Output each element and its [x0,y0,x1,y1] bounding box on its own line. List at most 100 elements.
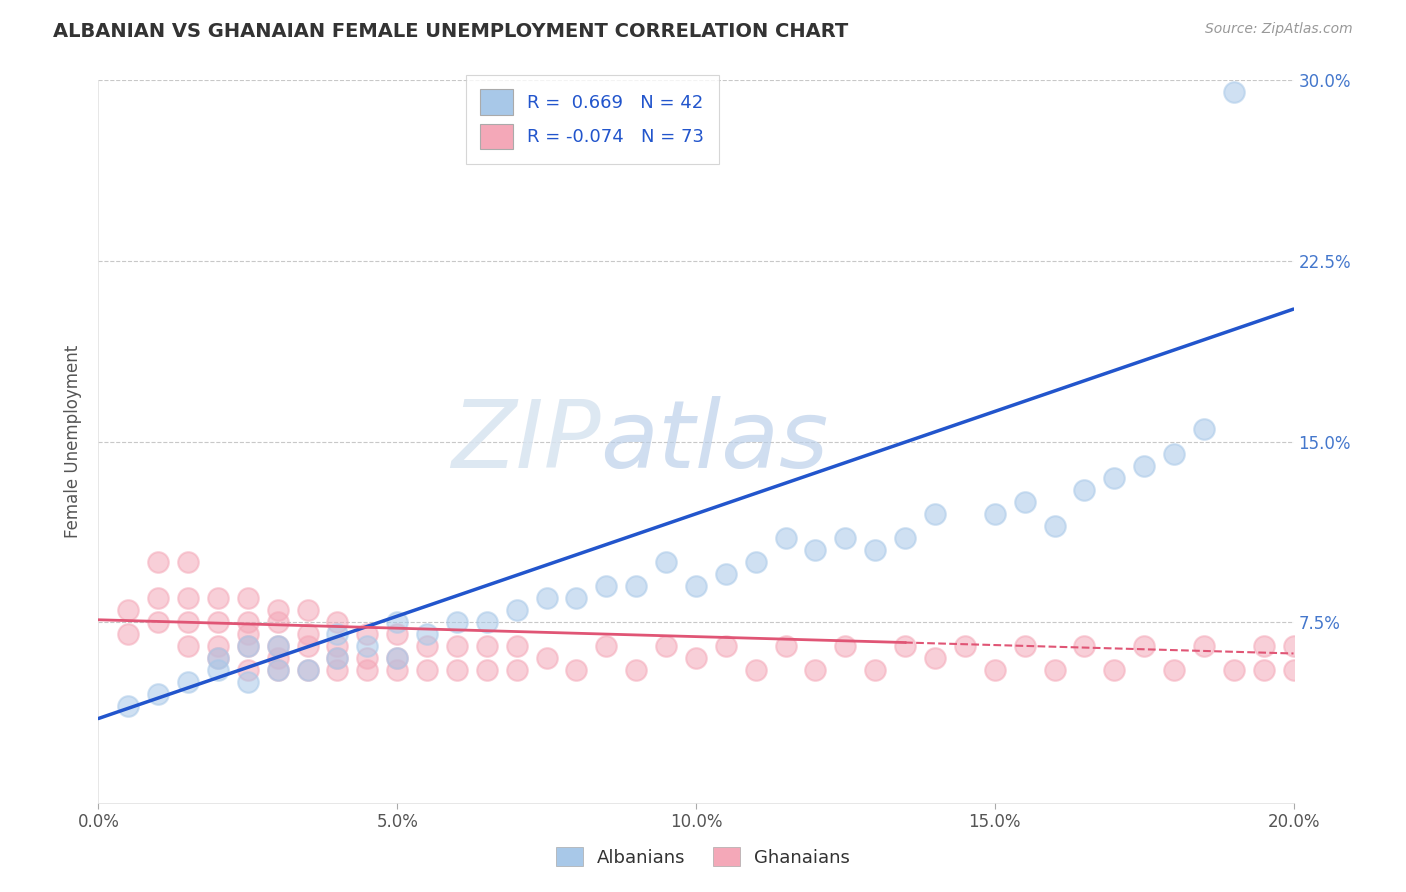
Point [626,579,648,593]
Point [236,615,259,630]
Point [506,603,529,617]
Point [924,507,946,521]
Point [207,651,229,665]
Point [685,651,707,665]
Point [865,542,887,557]
Point [1104,664,1126,678]
Point [595,639,617,653]
Point [745,664,768,678]
Point [745,555,768,569]
Point [565,664,588,678]
Point [297,603,319,617]
Point [356,651,378,665]
Point [1014,639,1036,653]
Point [446,615,468,630]
Point [177,555,200,569]
Point [326,664,349,678]
Text: ALBANIAN VS GHANAIAN FEMALE UNEMPLOYMENT CORRELATION CHART: ALBANIAN VS GHANAIAN FEMALE UNEMPLOYMENT… [53,22,849,41]
Point [236,591,259,605]
Point [834,531,856,545]
Point [148,687,170,701]
Point [1163,446,1185,460]
Point [385,627,409,641]
Legend: Albanians, Ghanaians: Albanians, Ghanaians [548,840,858,874]
Point [356,639,378,653]
Point [267,664,290,678]
Point [148,591,170,605]
Point [595,579,617,593]
Point [1104,470,1126,484]
Point [326,651,349,665]
Point [297,664,319,678]
Point [1282,664,1305,678]
Point [655,639,678,653]
Point [775,639,797,653]
Point [475,639,498,653]
Point [1223,85,1246,99]
Point [714,639,737,653]
Point [1253,664,1275,678]
Point [385,651,409,665]
Point [207,651,229,665]
Legend: R =  0.669   N = 42, R = -0.074   N = 73: R = 0.669 N = 42, R = -0.074 N = 73 [465,75,718,164]
Point [177,639,200,653]
Point [297,639,319,653]
Point [655,555,678,569]
Point [536,591,558,605]
Point [506,664,529,678]
Point [1163,664,1185,678]
Point [416,627,439,641]
Point [1014,494,1036,508]
Point [267,639,290,653]
Text: Source: ZipAtlas.com: Source: ZipAtlas.com [1205,22,1353,37]
Point [207,639,229,653]
Point [356,664,378,678]
Point [475,664,498,678]
Point [297,664,319,678]
Point [506,639,529,653]
Point [148,615,170,630]
Y-axis label: Female Unemployment: Female Unemployment [65,345,83,538]
Point [297,627,319,641]
Point [446,639,468,653]
Point [236,664,259,678]
Point [177,675,200,690]
Point [1192,639,1215,653]
Point [117,603,139,617]
Text: atlas: atlas [600,396,828,487]
Point [685,579,707,593]
Point [1133,458,1156,473]
Point [984,664,1007,678]
Point [207,615,229,630]
Point [984,507,1007,521]
Point [207,591,229,605]
Point [385,651,409,665]
Point [865,664,887,678]
Point [475,615,498,630]
Point [804,664,827,678]
Point [326,651,349,665]
Point [894,639,917,653]
Point [236,675,259,690]
Point [207,664,229,678]
Point [894,531,917,545]
Point [536,651,558,665]
Point [416,639,439,653]
Point [267,651,290,665]
Point [804,542,827,557]
Point [1253,639,1275,653]
Point [1192,422,1215,436]
Text: ZIP: ZIP [451,396,600,487]
Point [834,639,856,653]
Point [326,627,349,641]
Point [1223,664,1246,678]
Point [775,531,797,545]
Point [267,603,290,617]
Point [953,639,976,653]
Point [236,627,259,641]
Point [148,555,170,569]
Point [236,639,259,653]
Point [267,664,290,678]
Point [924,651,946,665]
Point [267,639,290,653]
